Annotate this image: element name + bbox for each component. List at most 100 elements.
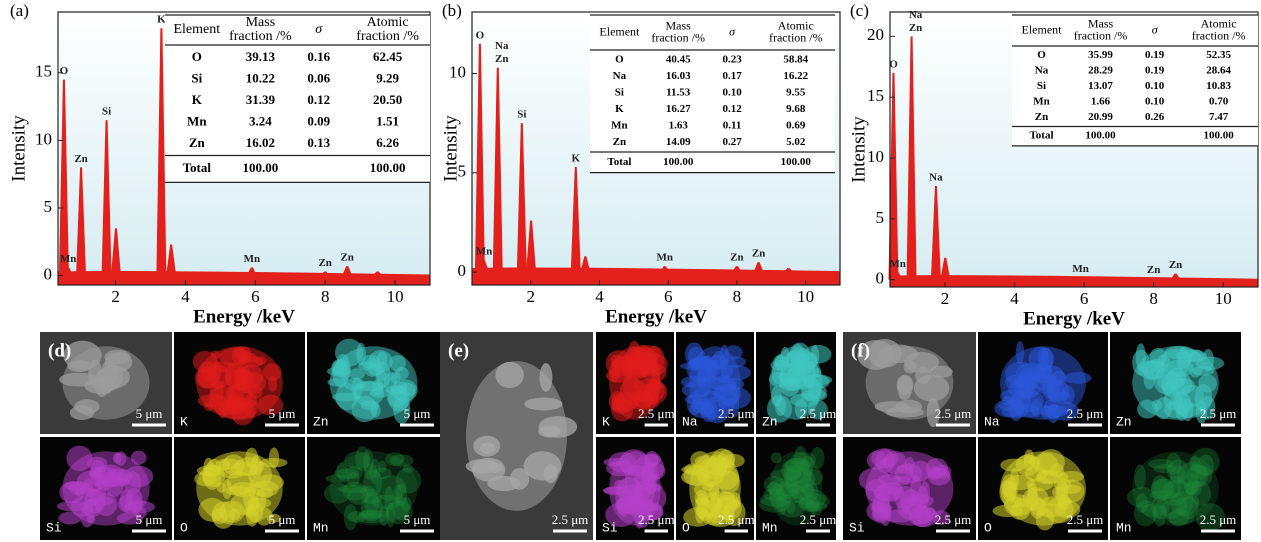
table-cell: Zn <box>189 135 206 150</box>
x-tick-label: 6 <box>251 287 260 306</box>
y-tick-label: 0 <box>876 269 885 288</box>
element-label: O <box>984 520 992 535</box>
table-cell: 20.50 <box>373 92 402 107</box>
scale-label: 5 μm <box>404 512 431 527</box>
scale-label: 2.5 μm <box>718 406 755 421</box>
table-cell: O <box>615 53 624 65</box>
table-header: Mass <box>246 15 276 30</box>
table-cell: 52.35 <box>1206 49 1231 61</box>
scale-label: 2.5 μm <box>1200 406 1237 421</box>
table-cell: 39.13 <box>246 49 276 64</box>
element-label: Si <box>602 520 618 535</box>
table-cell: K <box>615 103 624 115</box>
table-cell: 40.45 <box>666 53 691 65</box>
table-total: 100.00 <box>781 156 812 168</box>
x-tick-label: 10 <box>387 287 404 306</box>
scale-label: 2.5 μm <box>718 512 755 527</box>
table-cell: 9.68 <box>786 103 806 115</box>
peak-label: O <box>60 65 69 77</box>
x-axis-label: Energy /keV <box>605 306 707 327</box>
table-cell: 20.99 <box>1088 111 1113 123</box>
panel-label: (d) <box>48 340 71 361</box>
table-total: 100.00 <box>370 160 406 175</box>
table-header: σ <box>315 22 323 37</box>
peak-label: Zn <box>74 153 87 165</box>
peak-label: K <box>157 14 166 26</box>
element-label: Na <box>682 414 698 429</box>
table-cell: 0.10 <box>1145 95 1165 107</box>
element-label: Zn <box>762 414 778 429</box>
y-tick-label: 0 <box>458 261 467 280</box>
table-total: 100.00 <box>1085 130 1116 142</box>
scale-label: 2.5 μm <box>800 406 837 421</box>
table-cell: 5.02 <box>786 136 806 148</box>
table-header: fraction /% <box>356 29 419 44</box>
peak-label: Si <box>102 106 111 118</box>
table-cell: Mn <box>1033 95 1050 107</box>
y-tick-label: 5 <box>44 197 53 216</box>
table-cell: 0.10 <box>722 86 742 98</box>
table-cell: 11.53 <box>666 86 691 98</box>
table-cell: O <box>1037 49 1046 61</box>
table-cell: 9.55 <box>786 86 806 98</box>
table-cell: 0.17 <box>722 70 742 82</box>
table-header: fraction /% <box>769 30 823 44</box>
element-label: Si <box>46 520 62 535</box>
table-cell: 7.47 <box>1209 111 1229 123</box>
y-tick-label: 0 <box>44 264 53 283</box>
x-tick-label: 6 <box>1080 289 1089 308</box>
peak-label: Mn <box>1072 263 1089 275</box>
y-tick-label: 15 <box>35 62 52 81</box>
table-cell: 0.11 <box>723 119 742 131</box>
y-axis-label: Intensity <box>848 116 869 183</box>
peak-label: Na <box>495 40 509 52</box>
table-cell: O <box>192 49 202 64</box>
table-cell: 0.10 <box>1145 80 1165 92</box>
element-label: Zn <box>313 414 329 429</box>
panel-label: (f) <box>851 340 870 361</box>
table-cell: Si <box>191 70 202 85</box>
y-tick-label: 20 <box>867 25 884 44</box>
peak-label: Na <box>929 172 943 184</box>
table-total: Total <box>607 156 631 168</box>
scale-label: 5 μm <box>269 512 296 527</box>
x-tick-label: 10 <box>1215 289 1232 308</box>
table-cell: 0.70 <box>1209 95 1229 107</box>
table-total: Total <box>183 160 212 175</box>
peak-label: Zn <box>752 248 765 260</box>
peak-label: O <box>476 29 485 41</box>
peak-label: Mn <box>244 253 261 265</box>
table-cell: 3.24 <box>249 113 272 128</box>
table-cell: 28.64 <box>1206 64 1231 76</box>
peak-label: Na <box>909 9 923 21</box>
table-cell: Na <box>1035 64 1049 76</box>
peak-label: Mn <box>60 253 77 265</box>
scale-label: 2.5 μm <box>800 512 837 527</box>
peak-label: Zn <box>318 257 331 269</box>
element-label: Mn <box>313 520 329 535</box>
table-cell: 0.27 <box>722 136 742 148</box>
table-cell: Mn <box>187 113 207 128</box>
x-tick-label: 2 <box>527 287 536 306</box>
y-tick-label: 5 <box>876 208 885 227</box>
peak-label: Mn <box>889 258 906 270</box>
table-cell: 0.12 <box>722 103 742 115</box>
peak-label: Mn <box>657 252 674 264</box>
table-cell: Si <box>1037 80 1046 92</box>
table-cell: 10.22 <box>246 70 275 85</box>
x-axis-label: Energy /keV <box>1023 308 1125 329</box>
x-axis-label: Energy /keV <box>193 306 295 327</box>
table-total: 100.00 <box>1204 130 1235 142</box>
x-tick-label: 8 <box>321 287 330 306</box>
y-tick-label: 15 <box>867 86 884 105</box>
table-cell: Zn <box>613 136 626 148</box>
element-label: Zn <box>1116 414 1132 429</box>
table-cell: 9.29 <box>376 70 399 85</box>
table-cell: 0.23 <box>722 53 742 65</box>
element-label: K <box>602 414 610 429</box>
glow <box>466 361 567 511</box>
peak-label: Mn <box>476 246 493 258</box>
table-total: Total <box>1029 130 1053 142</box>
table-header: fraction /% <box>1074 28 1128 42</box>
scale-label: 2.5 μm <box>638 512 675 527</box>
